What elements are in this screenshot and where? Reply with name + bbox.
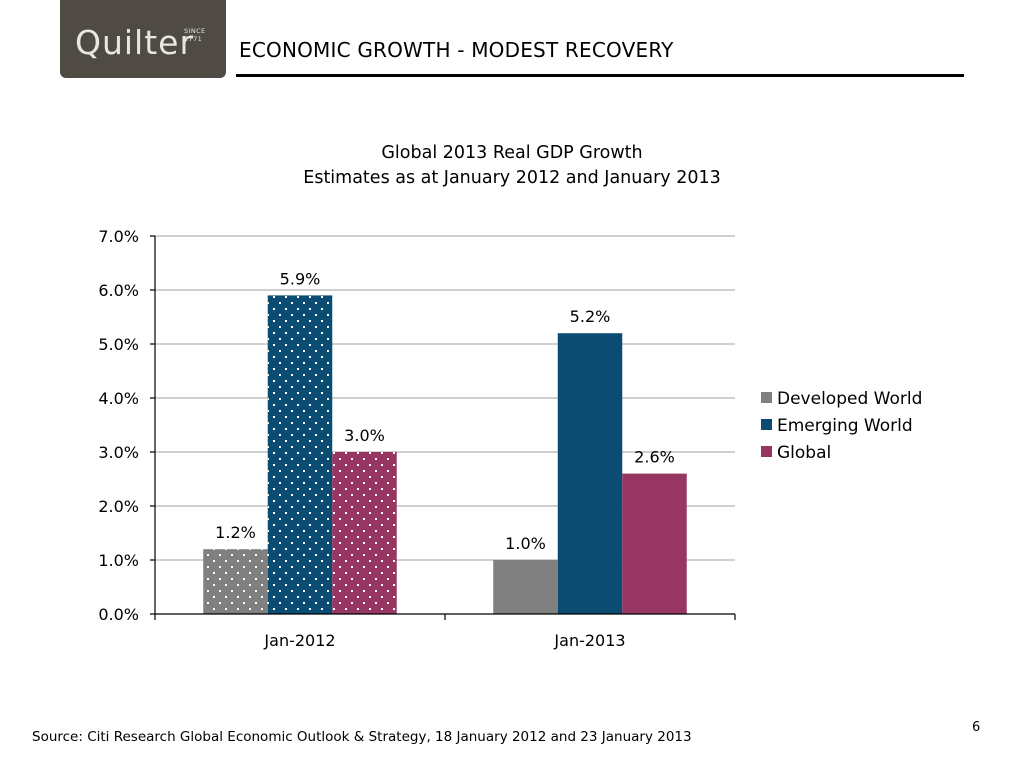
y-tick-label: 5.0% <box>98 335 139 354</box>
chart-title-block: Global 2013 Real GDP Growth Estimates as… <box>212 141 812 191</box>
logo-since-text: SINCE 1771 <box>184 27 206 43</box>
x-category-label: Jan-2012 <box>263 631 335 650</box>
data-label: 3.0% <box>344 426 385 445</box>
slide-title: ECONOMIC GROWTH - MODEST RECOVERY <box>239 38 674 62</box>
bar-global <box>622 473 687 614</box>
logo-wordmark: Quilter <box>75 23 195 62</box>
quilter-logo: Quilter SINCE 1771 <box>60 0 226 78</box>
legend-label: Developed World <box>777 389 922 409</box>
legend-swatch <box>761 419 772 430</box>
bar-dot-pattern <box>203 549 268 614</box>
legend-swatch <box>761 446 772 457</box>
legend-label: Global <box>777 443 831 463</box>
y-tick-label: 3.0% <box>98 443 139 462</box>
source-note: Source: Citi Research Global Economic Ou… <box>32 729 692 745</box>
data-label: 5.2% <box>570 307 611 326</box>
y-tick-label: 7.0% <box>98 227 139 246</box>
chart-subtitle: Estimates as at January 2012 and January… <box>303 168 721 188</box>
legend-swatch <box>761 392 772 403</box>
legend-label: Emerging World <box>777 416 913 436</box>
bar-dot-pattern <box>267 295 333 614</box>
data-label: 5.9% <box>280 269 321 288</box>
bar-emerging-world <box>557 333 623 614</box>
bar-dot-pattern <box>332 452 397 614</box>
data-label: 2.6% <box>634 448 675 467</box>
y-tick-label: 1.0% <box>98 551 139 570</box>
data-label: 1.2% <box>215 523 256 542</box>
title-underline <box>236 74 964 77</box>
bar-developed-world <box>493 560 558 614</box>
page-number: 6 <box>972 720 981 735</box>
data-label: 1.0% <box>505 534 546 553</box>
y-tick-label: 0.0% <box>98 605 139 624</box>
y-tick-label: 4.0% <box>98 389 139 408</box>
y-tick-label: 6.0% <box>98 281 139 300</box>
chart-title: Global 2013 Real GDP Growth <box>381 143 643 163</box>
x-category-label: Jan-2013 <box>553 631 625 650</box>
y-tick-label: 2.0% <box>98 497 139 516</box>
